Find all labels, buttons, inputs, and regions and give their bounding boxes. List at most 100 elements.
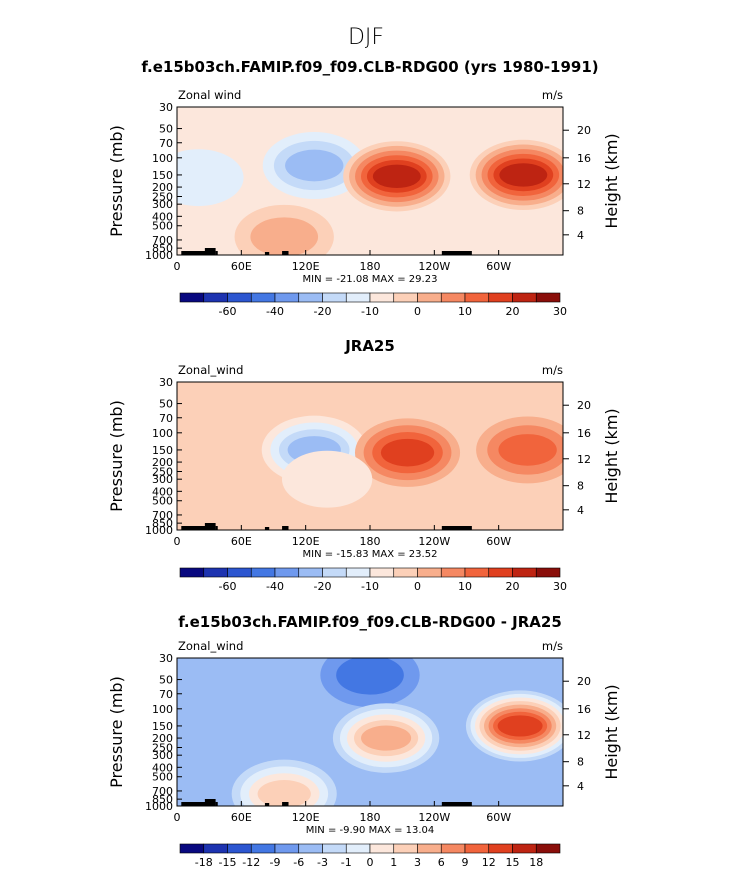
height-axis-title: Height (km) <box>602 408 621 503</box>
colorbar-segment <box>393 292 418 303</box>
colorbar-segment <box>440 843 466 854</box>
colorbar-label: -6 <box>293 856 304 869</box>
colorbar-segment <box>345 292 371 303</box>
colorbar-segment <box>512 843 537 854</box>
contour-region <box>380 438 435 467</box>
min-max-text: MIN = -21.08 MAX = 29.23 <box>303 274 438 285</box>
height-tick-label: 20 <box>577 124 591 137</box>
pressure-tick-label: 700 <box>152 785 173 798</box>
pressure-tick-label: 1000 <box>145 524 173 537</box>
colorbar-label: 30 <box>553 305 567 318</box>
longitude-tick-label: 120W <box>418 260 450 273</box>
min-max-text: MIN = -9.90 MAX = 13.04 <box>306 825 435 836</box>
colorbar-label: -20 <box>314 305 332 318</box>
colorbar-label: 0 <box>367 856 374 869</box>
colorbar-segment <box>535 292 561 303</box>
longitude-tick-label: 0 <box>174 260 181 273</box>
topography-mask <box>181 251 208 255</box>
pressure-tick-label: 200 <box>152 456 173 469</box>
colorbar-label: 20 <box>506 305 520 318</box>
figure-title: DJF <box>348 25 384 50</box>
colorbar-segment <box>274 292 300 303</box>
pressure-tick-label: 200 <box>152 181 173 194</box>
topography-mask <box>204 523 216 530</box>
colorbar-segment <box>203 292 228 303</box>
pressure-tick-label: 300 <box>152 749 173 762</box>
contour-region <box>497 715 543 737</box>
longitude-tick-label: 0 <box>174 811 181 824</box>
colorbar-label: -40 <box>266 580 284 593</box>
units-label: m/s <box>542 363 563 377</box>
topography-mask <box>181 802 208 806</box>
pressure-tick-label: 700 <box>152 509 173 522</box>
topography-mask <box>441 251 472 255</box>
colorbar-segment <box>179 292 205 303</box>
longitude-tick-label: 0 <box>174 535 181 548</box>
colorbar-segment <box>345 843 371 854</box>
colorbar-segment <box>345 567 371 578</box>
colorbar-label: -20 <box>314 580 332 593</box>
colorbar-segment <box>488 567 513 578</box>
longitude-tick-label: 60W <box>486 535 511 548</box>
height-axis-title: Height (km) <box>602 684 621 779</box>
colorbar-segment <box>322 567 347 578</box>
colorbar-label: -1 <box>341 856 352 869</box>
pressure-tick-label: 100 <box>152 703 173 716</box>
height-tick-label: 12 <box>577 453 591 466</box>
colorbar-label: 20 <box>506 580 520 593</box>
topography-mask <box>282 251 289 255</box>
pressure-tick-label: 500 <box>152 495 173 508</box>
contour-region <box>285 149 344 182</box>
colorbar-segment <box>417 292 442 303</box>
topography-mask <box>441 526 472 530</box>
contour-region <box>499 163 548 187</box>
colorbar-label: -10 <box>361 305 379 318</box>
topography-mask <box>264 252 270 255</box>
pressure-axis-title: Pressure (mb) <box>107 125 126 237</box>
colorbar-segment <box>298 292 323 303</box>
longitude-tick-label: 60W <box>486 260 511 273</box>
units-label: m/s <box>542 88 563 102</box>
colorbar-segment <box>417 843 442 854</box>
contour-region <box>250 217 319 255</box>
colorbar-segment <box>417 567 442 578</box>
colorbar-segment <box>440 567 466 578</box>
colorbar-segment <box>298 843 323 854</box>
colorbar-label: 9 <box>462 856 469 869</box>
pressure-tick-label: 30 <box>159 101 173 114</box>
contour-region <box>372 164 421 189</box>
topography-mask <box>204 248 216 255</box>
longitude-tick-label: 60W <box>486 811 511 824</box>
topography-mask <box>215 526 218 530</box>
colorbar-segment <box>322 292 347 303</box>
colorbar-label: -3 <box>317 856 328 869</box>
height-tick-label: 4 <box>577 229 584 242</box>
height-tick-label: 20 <box>577 399 591 412</box>
colorbar-segment <box>250 292 276 303</box>
pressure-tick-label: 700 <box>152 234 173 247</box>
topography-mask <box>264 803 270 806</box>
colorbar-label: -60 <box>219 580 237 593</box>
height-tick-label: 12 <box>577 178 591 191</box>
panel-title: f.e15b03ch.FAMIP.f09_f09.CLB-RDG00 - JRA… <box>178 613 562 631</box>
height-tick-label: 12 <box>577 729 591 742</box>
pressure-axis-title: Pressure (mb) <box>107 676 126 788</box>
topography-mask <box>282 526 289 530</box>
panel-model: f.e15b03ch.FAMIP.f09_f09.CLB-RDG00 (yrs … <box>107 58 621 318</box>
colorbar-label: 6 <box>438 856 445 869</box>
height-tick-label: 4 <box>577 780 584 793</box>
pressure-tick-label: 500 <box>152 220 173 233</box>
height-tick-label: 8 <box>577 480 584 493</box>
longitude-tick-label: 60E <box>231 535 252 548</box>
longitude-tick-label: 60E <box>231 811 252 824</box>
colorbar-segment <box>227 567 252 578</box>
colorbar-segment <box>203 843 228 854</box>
pressure-tick-label: 250 <box>152 465 173 478</box>
contour-region <box>336 658 404 695</box>
contour-region <box>281 450 373 508</box>
colorbar-label: -40 <box>266 305 284 318</box>
colorbar-segment <box>535 567 561 578</box>
longitude-tick-label: 120W <box>418 535 450 548</box>
